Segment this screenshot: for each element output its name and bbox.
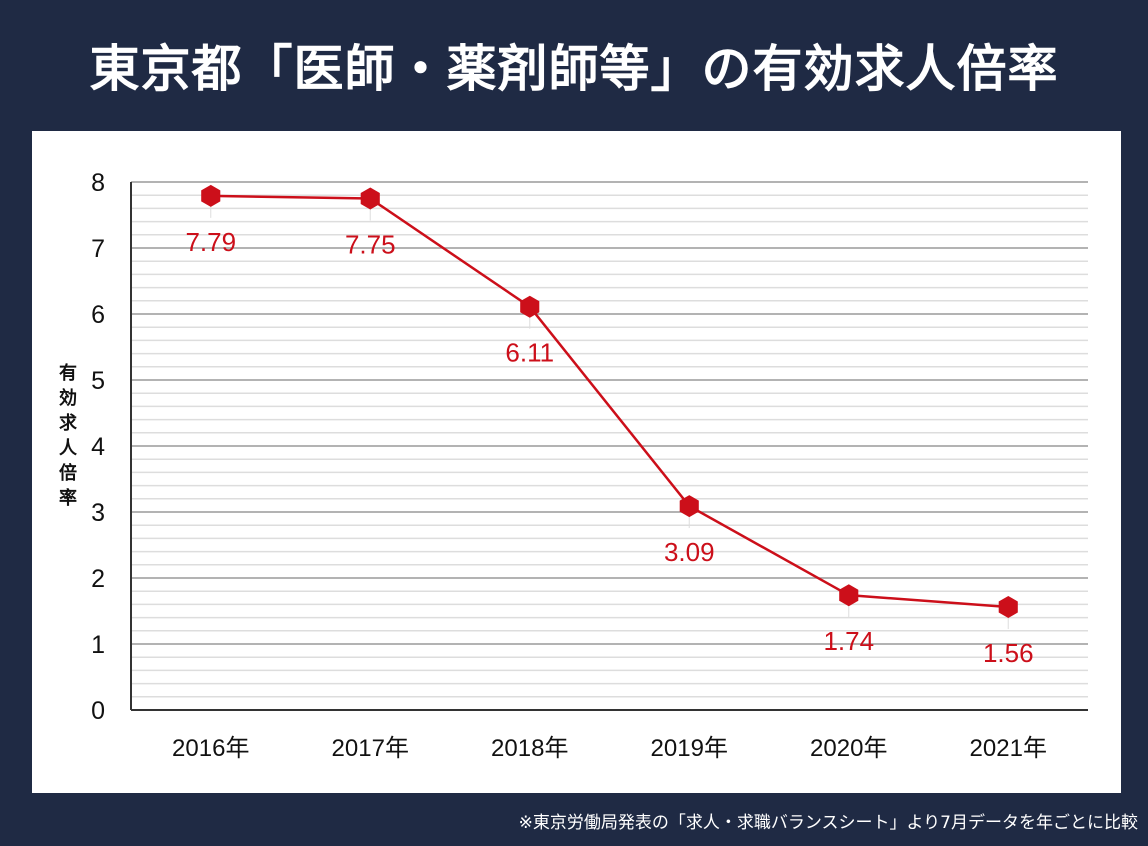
data-label: 1.56 bbox=[983, 638, 1034, 668]
y-tick-label: 1 bbox=[91, 631, 105, 659]
y-tick-label: 5 bbox=[91, 367, 105, 395]
y-tick-label: 8 bbox=[91, 169, 105, 197]
y-tick-label: 3 bbox=[91, 499, 105, 527]
y-axis-label-char: 効 bbox=[59, 387, 77, 409]
y-axis-label-char: 率 bbox=[59, 487, 77, 509]
data-label: 3.09 bbox=[664, 537, 715, 567]
y-axis-label-char: 求 bbox=[59, 412, 78, 434]
y-tick-label: 2 bbox=[91, 565, 105, 593]
hexagon-marker-icon bbox=[679, 495, 699, 518]
y-axis-label: 有効求人倍率 bbox=[59, 362, 78, 509]
x-tick-label: 2021年 bbox=[970, 735, 1047, 762]
source-footnote: ※東京労働局発表の「求人・求職バランスシート」より7月データを年ごとに比較 bbox=[518, 813, 1138, 833]
hexagon-marker-icon bbox=[360, 187, 380, 210]
axes bbox=[130, 182, 1088, 711]
y-axis-label-char: 倍 bbox=[59, 462, 77, 484]
y-axis-ticks: 0 1 2 3 4 5 6 7 8 bbox=[91, 169, 105, 725]
data-label: 7.79 bbox=[185, 227, 236, 257]
x-tick-label: 2016年 bbox=[172, 735, 249, 762]
series-line bbox=[210, 194, 1009, 609]
data-label: 1.74 bbox=[823, 626, 874, 656]
x-tick-label: 2019年 bbox=[651, 735, 728, 762]
x-tick-label: 2020年 bbox=[810, 735, 887, 762]
gridlines bbox=[131, 181, 1088, 711]
x-axis-ticks: 2016年 2017年 2018年 2019年 2020年 2021年 bbox=[172, 735, 1047, 762]
x-tick-label: 2017年 bbox=[332, 735, 409, 762]
hexagon-marker-icon bbox=[998, 596, 1018, 618]
page-title: 東京都「医師・薬剤師等」の有効求人倍率 bbox=[89, 40, 1059, 98]
y-tick-label: 7 bbox=[91, 235, 105, 263]
hexagon-marker-icon bbox=[201, 184, 221, 207]
data-label: 6.11 bbox=[505, 338, 554, 368]
line-chart: 0 1 2 3 4 5 6 7 8 有効求人倍率 2016年 2017年 2018年 2019年 202… bbox=[59, 169, 1088, 762]
x-tick-label: 2018年 bbox=[491, 735, 568, 762]
y-tick-label: 6 bbox=[91, 301, 105, 329]
chart-panel: 0 1 2 3 4 5 6 7 8 有効求人倍率 2016年 2017年 2018年 2019年 202… bbox=[32, 131, 1121, 793]
series-polyline bbox=[210, 194, 1009, 609]
y-tick-label: 4 bbox=[91, 433, 105, 461]
data-labels: 7.79 7.75 6.11 3.09 1.74 1.56 bbox=[185, 184, 1034, 668]
hexagon-marker-icon bbox=[839, 584, 859, 607]
hexagon-marker-icon bbox=[520, 295, 540, 318]
y-axis-label-char: 有 bbox=[59, 362, 77, 384]
data-label: 7.75 bbox=[345, 230, 396, 260]
y-tick-label: 0 bbox=[91, 697, 105, 725]
y-axis-label-char: 人 bbox=[59, 438, 78, 459]
